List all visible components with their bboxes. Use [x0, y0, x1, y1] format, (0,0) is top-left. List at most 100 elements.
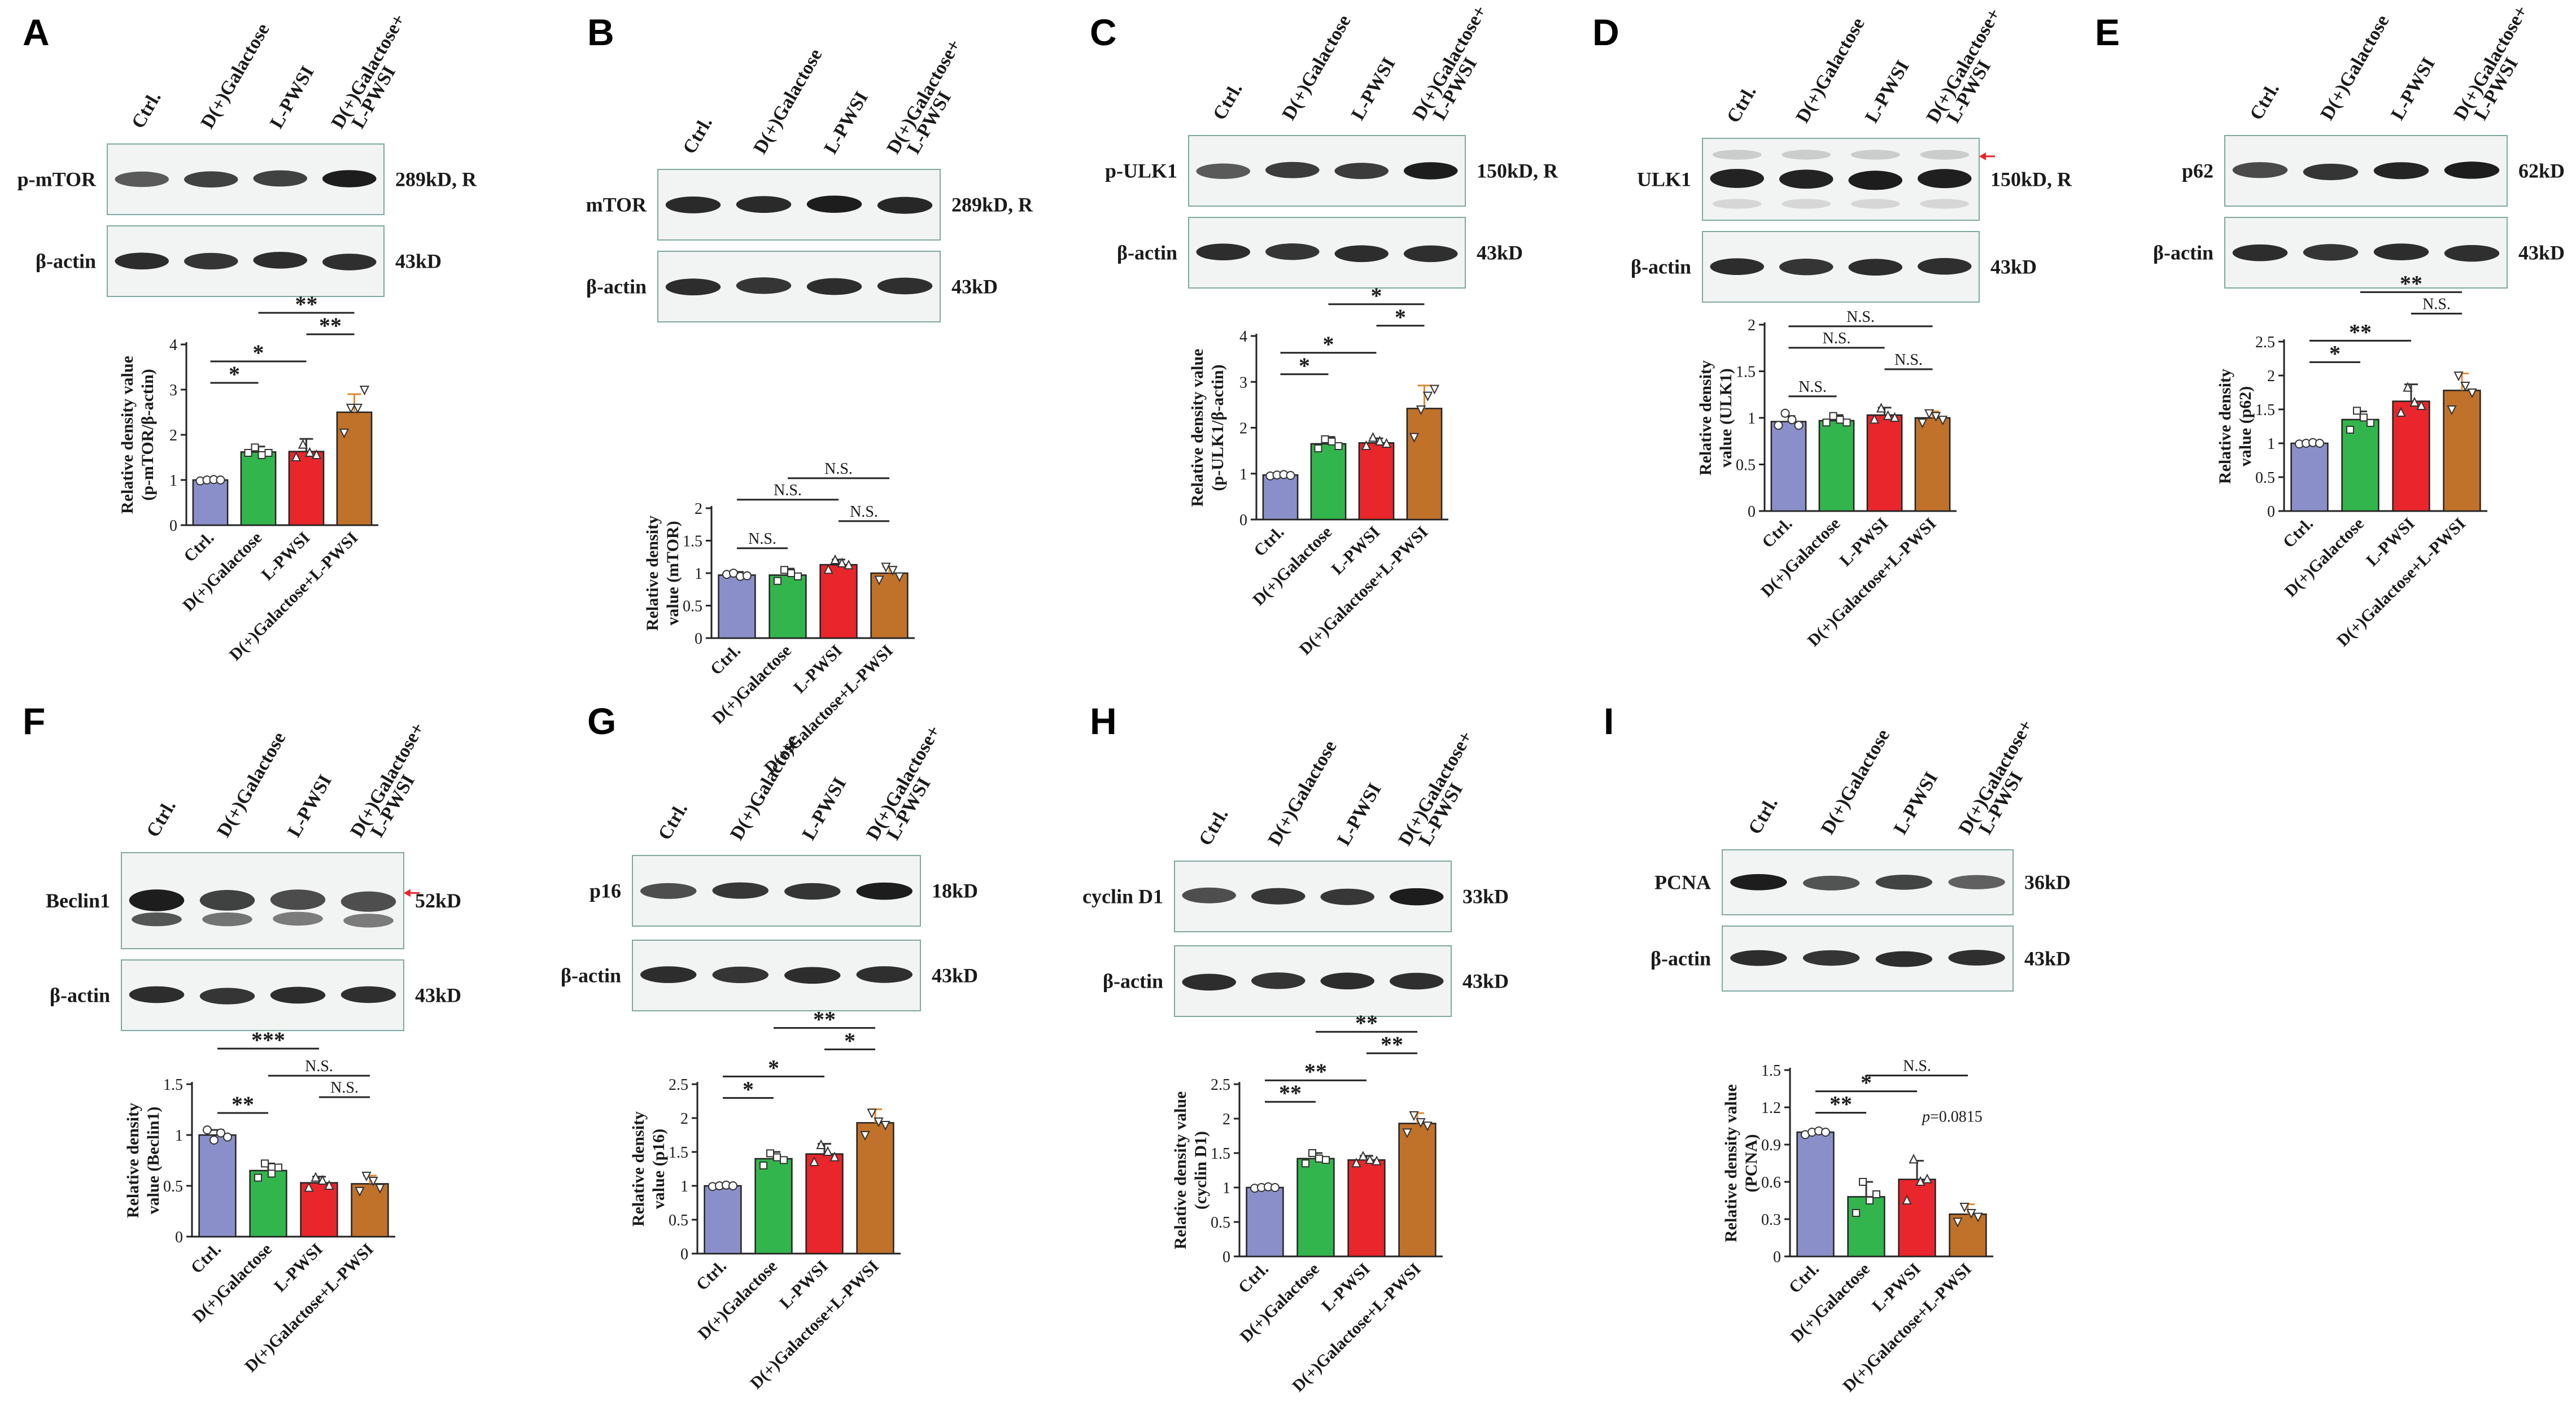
x-tick-label: Ctrl.	[1758, 514, 1796, 552]
x-tick-label: Ctrl.	[1250, 523, 1287, 560]
blot-band	[712, 882, 769, 899]
y-tick-label: 0	[695, 630, 702, 648]
blot-band	[2303, 163, 2359, 181]
y-tick-label: 1.5	[163, 1076, 183, 1094]
blot-protein-label: p62	[2182, 160, 2213, 182]
data-point	[837, 557, 847, 568]
blot-band	[2232, 244, 2288, 261]
data-point	[2460, 382, 2470, 392]
data-point	[359, 386, 370, 396]
significance-label: *	[1323, 331, 1334, 357]
data-point	[1351, 1158, 1361, 1168]
data-point	[1409, 1111, 1419, 1121]
blot-column-header: D(+)Galactose	[749, 45, 826, 158]
significance-label: ***	[251, 1027, 285, 1053]
blot-band	[1875, 951, 1933, 967]
y-tick-label: 0	[1773, 1249, 1781, 1266]
x-tick-label: Ctrl.	[180, 529, 217, 566]
blot-band	[322, 170, 377, 187]
significance-label: **	[1279, 1080, 1302, 1106]
y-axis-label: Relative density value	[1722, 1084, 1740, 1242]
blot-column-header: L-PWSI	[2387, 54, 2439, 124]
data-point	[223, 1132, 232, 1142]
panel-letter: E	[2095, 11, 2120, 53]
data-point	[317, 1175, 328, 1185]
blot-band	[640, 966, 697, 983]
data-point	[2360, 413, 2368, 422]
blot-size-label: 43kD	[951, 276, 998, 298]
significance-label: N.S.	[305, 1058, 333, 1075]
blot-band	[665, 278, 721, 295]
x-tick-label: Ctrl.	[693, 1257, 730, 1294]
data-point	[1866, 1197, 1874, 1204]
blot-column-header: Ctrl.	[142, 797, 180, 841]
y-tick-label: 0	[2267, 503, 2275, 521]
y-axis-label: Relative density value	[118, 356, 137, 514]
bar	[1770, 421, 1807, 512]
significance-label: N.S.	[748, 530, 776, 548]
bar	[1358, 442, 1395, 521]
blot-column-header: L-PWSI	[820, 88, 872, 158]
panel-letter: B	[587, 11, 614, 53]
blot-band-faint	[1920, 150, 1970, 160]
bar	[1818, 420, 1855, 512]
data-point	[743, 571, 752, 580]
data-point	[874, 575, 884, 586]
y-tick-label: 2	[1222, 1111, 1230, 1128]
y-tick-label: 2	[169, 427, 177, 444]
blot-band	[1196, 163, 1251, 179]
y-tick-label: 3	[169, 382, 177, 399]
blot-band	[129, 986, 185, 1003]
blot-size-label: 43kD	[415, 984, 461, 1007]
data-point	[1422, 391, 1433, 401]
blot-band	[784, 883, 841, 900]
data-point	[1973, 1212, 1983, 1223]
y-tick-label: 0.5	[683, 598, 702, 615]
blot-band	[270, 986, 326, 1004]
blot-band	[322, 254, 377, 270]
blot-protein-label: β-actin	[1631, 256, 1691, 278]
data-point	[216, 1128, 225, 1138]
y-axis-label: value (Beclin1)	[144, 1107, 163, 1215]
blot-size-label: 62kD	[2518, 160, 2565, 182]
significance-label: N.S.	[1823, 330, 1851, 347]
y-tick-label: 1	[1222, 1180, 1230, 1197]
blot-size-label: 33kD	[1462, 885, 1509, 908]
blot-column-header: Ctrl.	[128, 88, 165, 132]
blot-band	[1875, 874, 1933, 890]
significance-label: N.S.	[824, 460, 853, 478]
bar	[1398, 1123, 1437, 1258]
blot-protein-label: β-actin	[561, 964, 621, 987]
y-axis-label: (p-ULK1/β-actin)	[1208, 364, 1227, 491]
data-point	[894, 572, 905, 582]
data-point	[844, 559, 854, 570]
blot-protein-label: Beclin1	[46, 889, 110, 912]
y-tick-label: 0	[1222, 1249, 1230, 1266]
blot-size-label: 43kD	[932, 964, 978, 987]
bar	[1246, 1186, 1284, 1258]
blot-column-header: L-PWSI	[798, 774, 851, 844]
blot-band	[1334, 163, 1389, 180]
blot-protein-label: p-ULK1	[1105, 160, 1177, 182]
data-point	[1402, 1128, 1412, 1138]
y-axis-label: Relative density value	[1171, 1092, 1190, 1250]
bar	[1898, 1178, 1936, 1258]
significance-label: N.S.	[1846, 308, 1875, 326]
blot-band	[1948, 950, 2005, 966]
blot-column-header: L-PWSI	[1347, 54, 1400, 124]
data-point	[1953, 1217, 1963, 1228]
blot-protein-label: p16	[590, 880, 621, 902]
y-axis-label: (PCNA)	[1742, 1134, 1761, 1192]
y-axis-label: value (mTOR)	[663, 521, 682, 625]
blot-band-faint	[1850, 199, 1900, 209]
significance-label: N.S.	[774, 482, 802, 499]
data-point	[257, 451, 266, 459]
data-point	[1931, 412, 1941, 422]
blot-band	[253, 170, 308, 187]
red-arrowhead	[404, 889, 411, 897]
y-tick-label: 0.9	[1761, 1137, 1781, 1154]
blot-size-label: 43kD	[1990, 256, 2037, 278]
blot-band-faint	[1850, 150, 1900, 160]
y-axis-label: Relative density value	[1188, 349, 1207, 507]
